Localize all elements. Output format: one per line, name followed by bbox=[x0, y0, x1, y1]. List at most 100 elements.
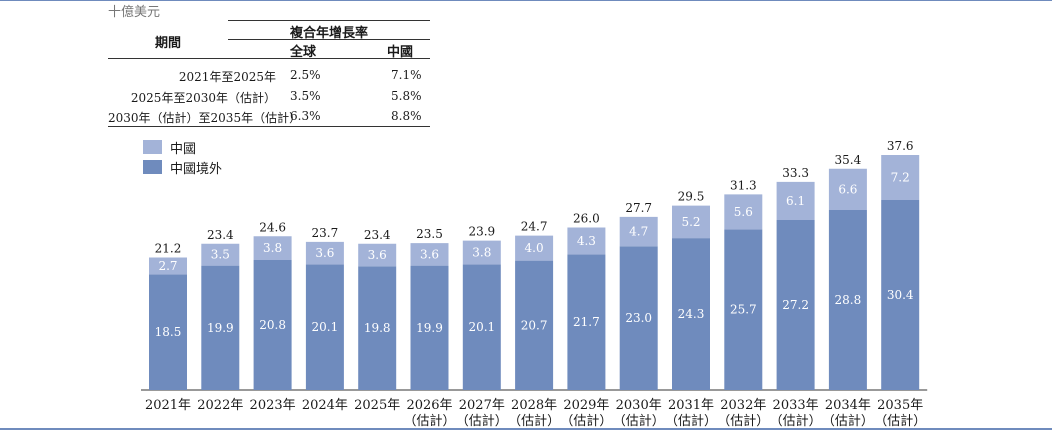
bar-china bbox=[462, 240, 501, 265]
x-tick-label: 2027年 bbox=[459, 398, 505, 413]
bar-china bbox=[828, 168, 867, 210]
row-global-cagr: 2.5% bbox=[290, 68, 321, 82]
x-tick-label: 2029年 bbox=[563, 398, 609, 413]
legend-label-outside-china: 中國境外 bbox=[170, 161, 223, 177]
data-label-outside-china: 19.9 bbox=[416, 321, 443, 335]
x-tick-label: （估計） bbox=[770, 413, 822, 429]
x-tick-label: 2031年 bbox=[668, 398, 714, 413]
x-tick-label: （估計） bbox=[560, 413, 612, 429]
x-tick-label: （估計） bbox=[822, 413, 874, 429]
x-tick-label: （估計） bbox=[508, 413, 560, 429]
data-label-total: 26.0 bbox=[573, 212, 600, 226]
bar-outside-china bbox=[253, 260, 292, 390]
data-label-outside-china: 27.2 bbox=[782, 298, 809, 312]
x-tick-label: 2026年 bbox=[406, 398, 452, 413]
row-period: 2025年至2030年（估計） bbox=[130, 91, 276, 105]
row-global-cagr: 3.5% bbox=[290, 89, 321, 103]
data-label-outside-china: 23.0 bbox=[625, 311, 652, 325]
bar-outside-china bbox=[515, 260, 554, 390]
data-label-total: 23.4 bbox=[207, 228, 234, 242]
bar-outside-china bbox=[881, 200, 920, 390]
bar-china bbox=[149, 257, 187, 275]
data-label-china: 3.5 bbox=[211, 248, 230, 262]
bar-outside-china bbox=[410, 265, 449, 390]
legend-item-outside-china: 中國境外 bbox=[143, 157, 222, 177]
data-label-china: 3.6 bbox=[420, 247, 439, 261]
x-tick-label: 2032年 bbox=[720, 398, 766, 413]
data-label-outside-china: 30.4 bbox=[887, 288, 914, 302]
data-label-total: 35.4 bbox=[835, 153, 862, 167]
x-tick-label: 2033年 bbox=[773, 398, 819, 413]
data-label-outside-china: 24.3 bbox=[678, 307, 705, 321]
bar-outside-china bbox=[305, 264, 344, 390]
legend-label-china: 中國 bbox=[170, 141, 197, 157]
data-label-outside-china: 20.7 bbox=[521, 318, 548, 332]
data-label-total: 23.7 bbox=[312, 226, 339, 240]
data-label-total: 33.3 bbox=[782, 166, 809, 180]
data-label-total: 31.3 bbox=[730, 178, 757, 192]
bar-china bbox=[881, 155, 920, 200]
row-china-cagr: 8.8% bbox=[391, 109, 422, 123]
x-tick-label: （估計） bbox=[456, 413, 508, 429]
row-china-cagr: 7.1% bbox=[391, 68, 422, 82]
data-label-china: 4.0 bbox=[525, 241, 544, 255]
period-header: 期間 bbox=[154, 36, 181, 51]
header-bottom-rule bbox=[108, 58, 430, 59]
x-tick-label: 2022年 bbox=[197, 398, 243, 413]
china-header: 中國 bbox=[386, 45, 413, 60]
cagr-table: 期間 複合年增長率 全球 中國 2021年至2025年 2.5% 7.1% 20… bbox=[108, 20, 430, 128]
x-tick-label: 2034年 bbox=[825, 398, 871, 413]
data-label-outside-china: 21.7 bbox=[573, 315, 600, 329]
row-china-cagr: 5.8% bbox=[391, 89, 422, 103]
bar-outside-china bbox=[776, 220, 815, 390]
table-bottom-rule bbox=[108, 126, 430, 127]
data-label-outside-china: 19.9 bbox=[207, 321, 234, 335]
x-tick-label: 2028年 bbox=[511, 398, 557, 413]
bar-china bbox=[776, 181, 815, 220]
data-label-china: 5.2 bbox=[681, 215, 700, 229]
data-label-china: 3.6 bbox=[315, 246, 334, 260]
data-label-total: 24.7 bbox=[521, 220, 548, 234]
data-label-total: 37.6 bbox=[887, 139, 914, 153]
data-label-outside-china: 25.7 bbox=[730, 303, 757, 317]
bar-china bbox=[305, 241, 344, 265]
data-label-china: 3.6 bbox=[368, 248, 387, 262]
x-tick-label: （估計） bbox=[874, 413, 926, 429]
row-period: 2030年（估計）至2035年（估計） bbox=[108, 111, 302, 125]
bar-outside-china bbox=[149, 274, 187, 390]
x-tick-label: 2035年 bbox=[877, 398, 923, 413]
bar-outside-china bbox=[462, 264, 501, 390]
legend: 中國 中國境外 bbox=[143, 137, 222, 177]
row-period: 2021年至2025年 bbox=[178, 70, 276, 84]
unit-label: 十億美元 bbox=[108, 5, 161, 20]
data-label-china: 3.8 bbox=[472, 246, 491, 260]
bar-china bbox=[672, 205, 710, 239]
data-label-china: 2.7 bbox=[158, 259, 177, 273]
data-label-outside-china: 20.1 bbox=[312, 320, 339, 334]
bar-china bbox=[724, 194, 763, 230]
bar-outside-china bbox=[201, 265, 240, 390]
x-tick-label: （估計） bbox=[665, 413, 717, 429]
bar-china bbox=[515, 235, 554, 261]
bar-outside-china bbox=[358, 266, 397, 390]
data-label-outside-china: 28.8 bbox=[835, 293, 862, 307]
data-label-china: 7.2 bbox=[891, 171, 910, 185]
global-header: 全球 bbox=[289, 45, 316, 60]
top-border bbox=[0, 0, 1052, 1]
data-label-total: 21.2 bbox=[155, 242, 182, 256]
legend-item-china: 中國 bbox=[143, 137, 222, 157]
legend-swatch-china bbox=[143, 140, 162, 154]
data-label-outside-china: 18.5 bbox=[155, 325, 182, 339]
table-top-rule bbox=[228, 20, 430, 21]
data-label-china: 4.7 bbox=[629, 225, 648, 239]
data-label-china: 4.3 bbox=[577, 234, 596, 248]
x-tick-label: 2021年 bbox=[145, 398, 191, 413]
bottom-border bbox=[0, 428, 1052, 430]
data-label-outside-china: 19.8 bbox=[364, 321, 391, 335]
bar-china bbox=[567, 227, 606, 255]
data-label-total: 29.5 bbox=[678, 190, 705, 204]
data-label-total: 24.6 bbox=[259, 220, 286, 234]
bar-china bbox=[253, 236, 292, 260]
data-label-total: 23.5 bbox=[416, 227, 443, 241]
